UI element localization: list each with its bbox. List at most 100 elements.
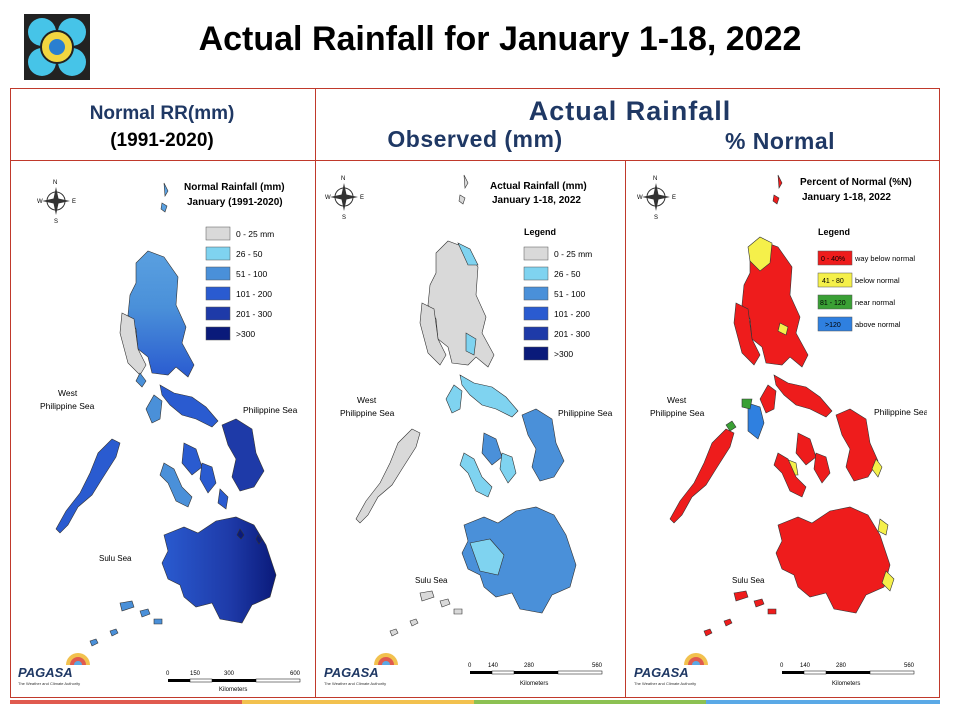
legend: 0 - 25 mm 26 - 50 51 - 100 101 - 200 201… [523,246,592,361]
legend-swatch [523,326,549,341]
philippines-map [55,182,277,647]
pagasa-logo [684,653,708,665]
legend-title: Legend [524,227,556,237]
place-label: Sulu Sea [99,554,132,563]
compass-e: E [72,199,76,205]
map-title-line2: January 1-18, 2022 [492,195,581,206]
header-divider [10,160,940,161]
legend-label: 201 - 300 [236,309,272,319]
compass-w: W [637,195,643,201]
legend-label: 26 - 50 [236,249,263,259]
scale-unit: Kilometers [832,681,860,687]
percent-normal-map-panel: N S W E Percent of Normal (%N) January 1… [630,163,927,693]
legend-swatch [817,250,853,266]
column-divider-2 [625,160,626,698]
brand-tagline: The Weather and Climate Authority [634,681,696,686]
percent-normal-header: % Normal [724,128,836,154]
actual-rainfall-map-panel: N S W E Actual Rainfall (mm) January 1-1… [320,163,617,693]
slide-title: Actual Rainfall for January 1-18, 2022 [198,20,802,58]
scale-unit: Kilometers [520,681,548,687]
compass-e: E [360,195,364,201]
legend-desc: above normal [855,320,901,329]
legend-swatch [205,286,231,301]
place-label: Sulu Sea [415,576,448,585]
footer-strip-red [10,700,242,704]
col-left-header-line2: (1991-2020) [110,130,214,151]
scale-tick: 0 [780,663,784,669]
place-label: Philippine Sea [340,408,395,418]
legend-swatch [205,266,231,281]
observed-header: Observed (mm) [387,126,563,152]
legend-desc: near normal [855,298,895,307]
legend-swatch [523,306,549,321]
legend-label: 26 - 50 [554,269,581,279]
map-title-line2: January (1991-2020) [187,197,283,208]
place-label: West [357,395,377,405]
legend-label: 51 - 100 [236,269,267,279]
place-label: Philippine Sea [558,408,613,418]
legend-swatch [523,346,549,361]
footer-strip-yellow [242,700,474,704]
scale-tick: 560 [592,663,603,669]
scale-tick: 560 [904,663,915,669]
place-label: Philippine Sea [650,408,705,418]
footer-strip-green [474,700,706,704]
col-left-header-line1: Normal RR(mm) [89,103,235,124]
legend: 0 - 25 mm 26 - 50 51 - 100 101 - 200 201… [205,226,274,341]
scale-tick: 0 [166,671,170,677]
brand-name: PAGASA [18,665,73,680]
legend-title: Legend [818,227,850,237]
legend-label: >300 [236,329,255,339]
legend-swatch [205,306,231,321]
compass-n: N [653,176,657,182]
footer-strip-blue [706,700,940,704]
percent-normal-map: N S W E Percent of Normal (%N) January 1… [634,174,927,687]
legend-label: 0 - 25 mm [554,249,592,259]
legend-label: 0 - 25 mm [236,229,274,239]
compass-icon [642,183,670,211]
pagasa-logo [374,653,398,665]
brand-name: PAGASA [634,665,689,680]
scale-tick: 600 [290,671,301,677]
scale-tick: 140 [488,663,499,669]
legend-label: 201 - 300 [554,329,590,339]
map-title-line1: Normal Rainfall (mm) [184,182,285,193]
compass-s: S [342,215,346,221]
compass-s: S [654,215,658,221]
map-title-line1: Percent of Normal (%N) [800,177,912,188]
brand-name: PAGASA [324,665,379,680]
actual-rainfall-header: Actual Rainfall [528,96,732,126]
pagasa-logo [66,653,90,665]
map-title-line1: Actual Rainfall (mm) [490,181,587,192]
legend-label: >120 [825,322,841,329]
normal-rainfall-map: N S W E Normal Rainfall (mm) January (19… [18,180,301,693]
scale-tick: 300 [224,671,235,677]
scale-tick: 140 [800,663,811,669]
legend-label: 101 - 200 [554,309,590,319]
brand-tagline: The Weather and Climate Authority [324,681,386,686]
compass-s: S [54,219,58,225]
table-frame [10,88,940,698]
legend-swatch [523,246,549,261]
place-label: Philippine Sea [243,405,298,415]
map-title-line2: January 1-18, 2022 [802,192,891,203]
legend-swatch [523,286,549,301]
column-divider-1 [315,88,316,698]
dost-pagasa-logo [24,14,90,80]
scale-bar [470,670,603,675]
place-label: West [667,395,687,405]
legend-swatch [523,266,549,281]
legend-label: >300 [554,349,573,359]
legend-label: 101 - 200 [236,289,272,299]
compass-icon [330,183,358,211]
compass-w: W [325,195,331,201]
normal-rainfall-map-panel: N S W E Normal Rainfall (mm) January (19… [14,163,311,693]
legend-desc: way below normal [854,254,915,263]
place-label: Philippine Sea [40,401,95,411]
compass-e: E [672,195,676,201]
legend-swatch [817,272,853,288]
compass-n: N [341,176,345,182]
scale-tick: 280 [836,663,847,669]
scale-bar [782,670,915,675]
place-label: Sulu Sea [732,576,765,585]
